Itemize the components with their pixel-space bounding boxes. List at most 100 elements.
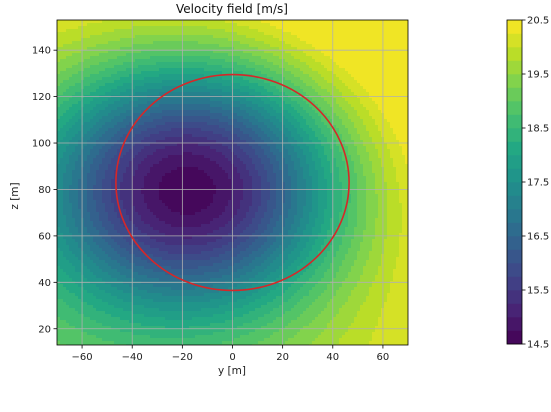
contour-cell xyxy=(204,146,207,149)
contour-cell xyxy=(174,74,177,77)
contour-cell xyxy=(351,80,354,83)
contour-cell xyxy=(222,122,225,125)
contour-cell xyxy=(342,77,345,80)
contour-cell xyxy=(399,23,402,26)
contour-cell xyxy=(288,59,291,62)
contour-cell xyxy=(264,131,267,134)
contour-cell xyxy=(153,83,156,86)
contour-cell xyxy=(84,68,87,71)
contour-cell xyxy=(225,146,228,149)
contour-cell xyxy=(276,134,279,137)
contour-cell xyxy=(369,44,372,47)
contour-cell xyxy=(264,41,267,44)
contour-cell xyxy=(399,71,402,74)
contour-cell xyxy=(384,20,387,23)
contour-cell xyxy=(72,53,75,56)
contour-cell xyxy=(348,53,351,56)
contour-cell xyxy=(111,20,114,23)
contour-cell xyxy=(198,104,201,107)
contour-cell xyxy=(327,89,330,92)
contour-cell xyxy=(360,74,363,77)
contour-cell xyxy=(372,32,375,35)
contour-cell xyxy=(90,134,93,137)
contour-cell xyxy=(198,26,201,29)
contour-cell xyxy=(207,71,210,74)
contour-cell xyxy=(69,116,72,119)
contour-cell xyxy=(315,116,318,119)
contour-cell xyxy=(279,134,282,137)
contour-cell xyxy=(180,104,183,107)
contour-cell xyxy=(195,125,198,128)
contour-cell xyxy=(237,101,240,104)
contour-cell xyxy=(339,77,342,80)
contour-cell xyxy=(108,23,111,26)
contour-cell xyxy=(294,35,297,38)
contour-cell xyxy=(276,44,279,47)
contour-cell xyxy=(273,53,276,56)
contour-cell xyxy=(273,32,276,35)
contour-cell xyxy=(120,128,123,131)
contour-cell xyxy=(207,92,210,95)
contour-cell xyxy=(279,41,282,44)
contour-cell xyxy=(396,56,399,59)
contour-cell xyxy=(165,56,168,59)
contour-cell xyxy=(372,77,375,80)
contour-cell xyxy=(57,113,60,116)
contour-cell xyxy=(252,128,255,131)
contour-cell xyxy=(348,77,351,80)
contour-cell xyxy=(162,107,165,110)
contour-cell xyxy=(159,71,162,74)
contour-cell xyxy=(195,20,198,23)
contour-cell xyxy=(357,92,360,95)
contour-cell xyxy=(222,119,225,122)
contour-cell xyxy=(225,128,228,131)
contour-cell xyxy=(123,56,126,59)
contour-cell xyxy=(174,131,177,134)
contour-cell xyxy=(297,101,300,104)
contour-cell xyxy=(141,74,144,77)
contour-cell xyxy=(171,128,174,131)
contour-cell xyxy=(195,143,198,146)
contour-cell xyxy=(69,146,72,149)
contour-cell xyxy=(222,86,225,89)
contour-cell xyxy=(114,107,117,110)
contour-cell xyxy=(279,92,282,95)
contour-cell xyxy=(111,116,114,119)
contour-cell xyxy=(333,74,336,77)
contour-cell xyxy=(213,125,216,128)
contour-cell xyxy=(324,62,327,65)
contour-cell xyxy=(123,89,126,92)
contour-cell xyxy=(369,86,372,89)
contour-cell xyxy=(123,110,126,113)
contour-cell xyxy=(390,80,393,83)
contour-cell xyxy=(369,56,372,59)
contour-cell xyxy=(387,38,390,41)
contour-cell xyxy=(87,74,90,77)
contour-cell xyxy=(162,23,165,26)
contour-cell xyxy=(114,125,117,128)
contour-cell xyxy=(342,83,345,86)
contour-cell xyxy=(186,146,189,149)
contour-cell xyxy=(294,122,297,125)
contour-cell xyxy=(213,104,216,107)
contour-cell xyxy=(348,107,351,110)
contour-cell xyxy=(213,77,216,80)
contour-cell xyxy=(126,29,129,32)
contour-cell xyxy=(369,113,372,116)
contour-cell xyxy=(336,92,339,95)
contour-cell xyxy=(168,26,171,29)
contour-cell xyxy=(273,110,276,113)
contour-cell xyxy=(255,59,258,62)
contour-cell xyxy=(60,59,63,62)
contour-cell xyxy=(372,41,375,44)
contour-cell xyxy=(303,74,306,77)
contour-cell xyxy=(348,92,351,95)
contour-cell xyxy=(81,125,84,128)
contour-cell xyxy=(249,65,252,68)
contour-cell xyxy=(309,143,312,146)
contour-cell xyxy=(207,65,210,68)
contour-cell xyxy=(180,110,183,113)
contour-cell xyxy=(237,68,240,71)
contour-cell xyxy=(147,41,150,44)
contour-cell xyxy=(96,125,99,128)
